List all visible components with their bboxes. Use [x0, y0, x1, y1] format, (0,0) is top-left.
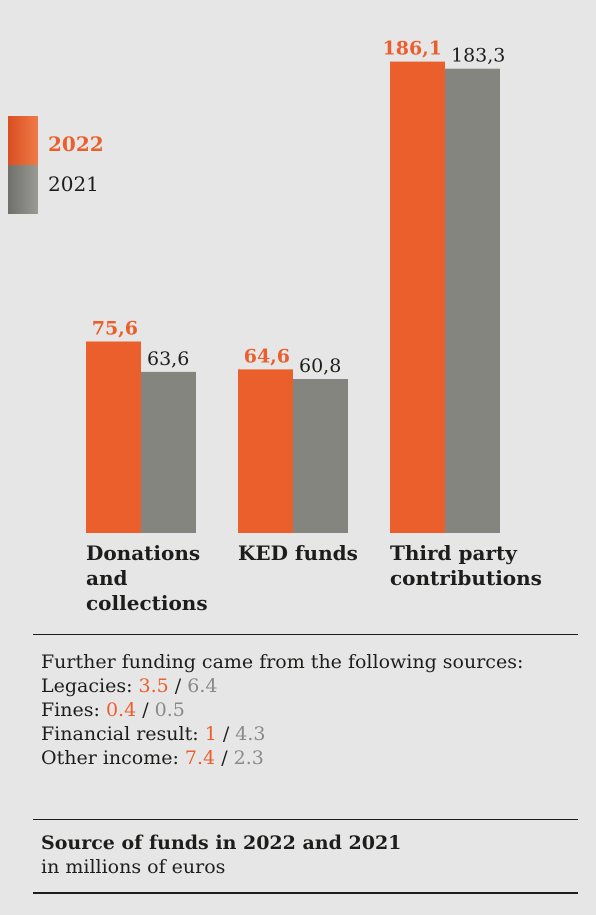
divider-bottom — [33, 892, 578, 894]
source-row-other-income: Other income: 7.4 / 2.3 — [41, 746, 581, 770]
source-label: Fines: — [41, 699, 100, 721]
legend-label-2022: 2022 — [48, 132, 104, 156]
legend-swatch-2022 — [8, 116, 38, 165]
chart-subtitle: in millions of euros — [41, 856, 226, 878]
category-label-third-party: Third party contributions — [390, 541, 542, 590]
legend-label-2021: 2021 — [48, 172, 99, 196]
legend-swatch-2021 — [8, 165, 38, 214]
category-label-donations: Donations and collections — [86, 541, 208, 615]
bar-2022-donations — [86, 341, 141, 533]
source-row-fines: Fines: 0.4 / 0.5 — [41, 698, 581, 722]
bar-2021-ked-funds — [293, 378, 348, 533]
value-label-2022-ked-funds: 64,6 — [244, 345, 290, 367]
source-value-2021: 6.4 — [187, 675, 218, 697]
source-label: Financial result: — [41, 723, 199, 745]
chart-canvas: 2022 2021 75,6 64,6 186,1 63,6 60,8 183,3 — [8, 38, 506, 533]
source-value-2022: 7.4 — [184, 747, 216, 769]
chart-caption: Source of funds in 2022 and 2021 in mill… — [41, 831, 581, 879]
bar-chart: 2022 2021 75,6 64,6 186,1 63,6 60,8 183,3 Don… — [8, 38, 542, 615]
value-separator: / — [174, 675, 182, 697]
source-value-2021: 2.3 — [233, 747, 264, 769]
bar-group — [86, 61, 500, 533]
value-label-2021-third-party: 183,3 — [451, 45, 505, 67]
bar-2022-ked-funds — [238, 369, 293, 533]
divider-middle — [33, 819, 578, 820]
value-label-2021-donations: 63,6 — [147, 348, 189, 370]
value-label-group: 75,6 64,6 186,1 63,6 60,8 183,3 — [92, 38, 506, 377]
source-row-financial-result: Financial result: 1 / 4.3 — [41, 722, 581, 746]
value-separator: / — [142, 699, 149, 721]
chart-legend: 2022 2021 — [8, 116, 104, 214]
value-label-2022-donations: 75,6 — [92, 318, 138, 340]
source-value-2022: 3.5 — [138, 675, 169, 697]
bar-2022-third-party — [390, 61, 445, 533]
source-row-legacies: Legacies: 3.5 / 6.4 — [41, 674, 581, 698]
category-label-ked-funds: KED funds — [238, 541, 358, 565]
bar-2021-third-party — [445, 68, 500, 533]
source-value-2021: 0.5 — [154, 699, 185, 721]
value-label-2022-third-party: 186,1 — [383, 38, 443, 60]
divider-top — [33, 634, 578, 635]
value-label-2021-ked-funds: 60,8 — [299, 355, 341, 377]
value-separator: / — [222, 723, 230, 745]
source-value-2021: 4.3 — [235, 723, 266, 745]
source-label: Legacies: — [41, 675, 133, 697]
source-value-2022: 0.4 — [105, 699, 137, 721]
value-separator: / — [221, 747, 228, 769]
source-label: Other income: — [41, 747, 179, 769]
source-value-2022: 1 — [204, 723, 217, 745]
further-funding-intro: Further funding came from the following … — [41, 651, 524, 673]
bar-2021-donations — [141, 371, 196, 533]
chart-title: Source of funds in 2022 and 2021 — [41, 832, 402, 854]
further-funding-section: Further funding came from the following … — [41, 650, 581, 770]
